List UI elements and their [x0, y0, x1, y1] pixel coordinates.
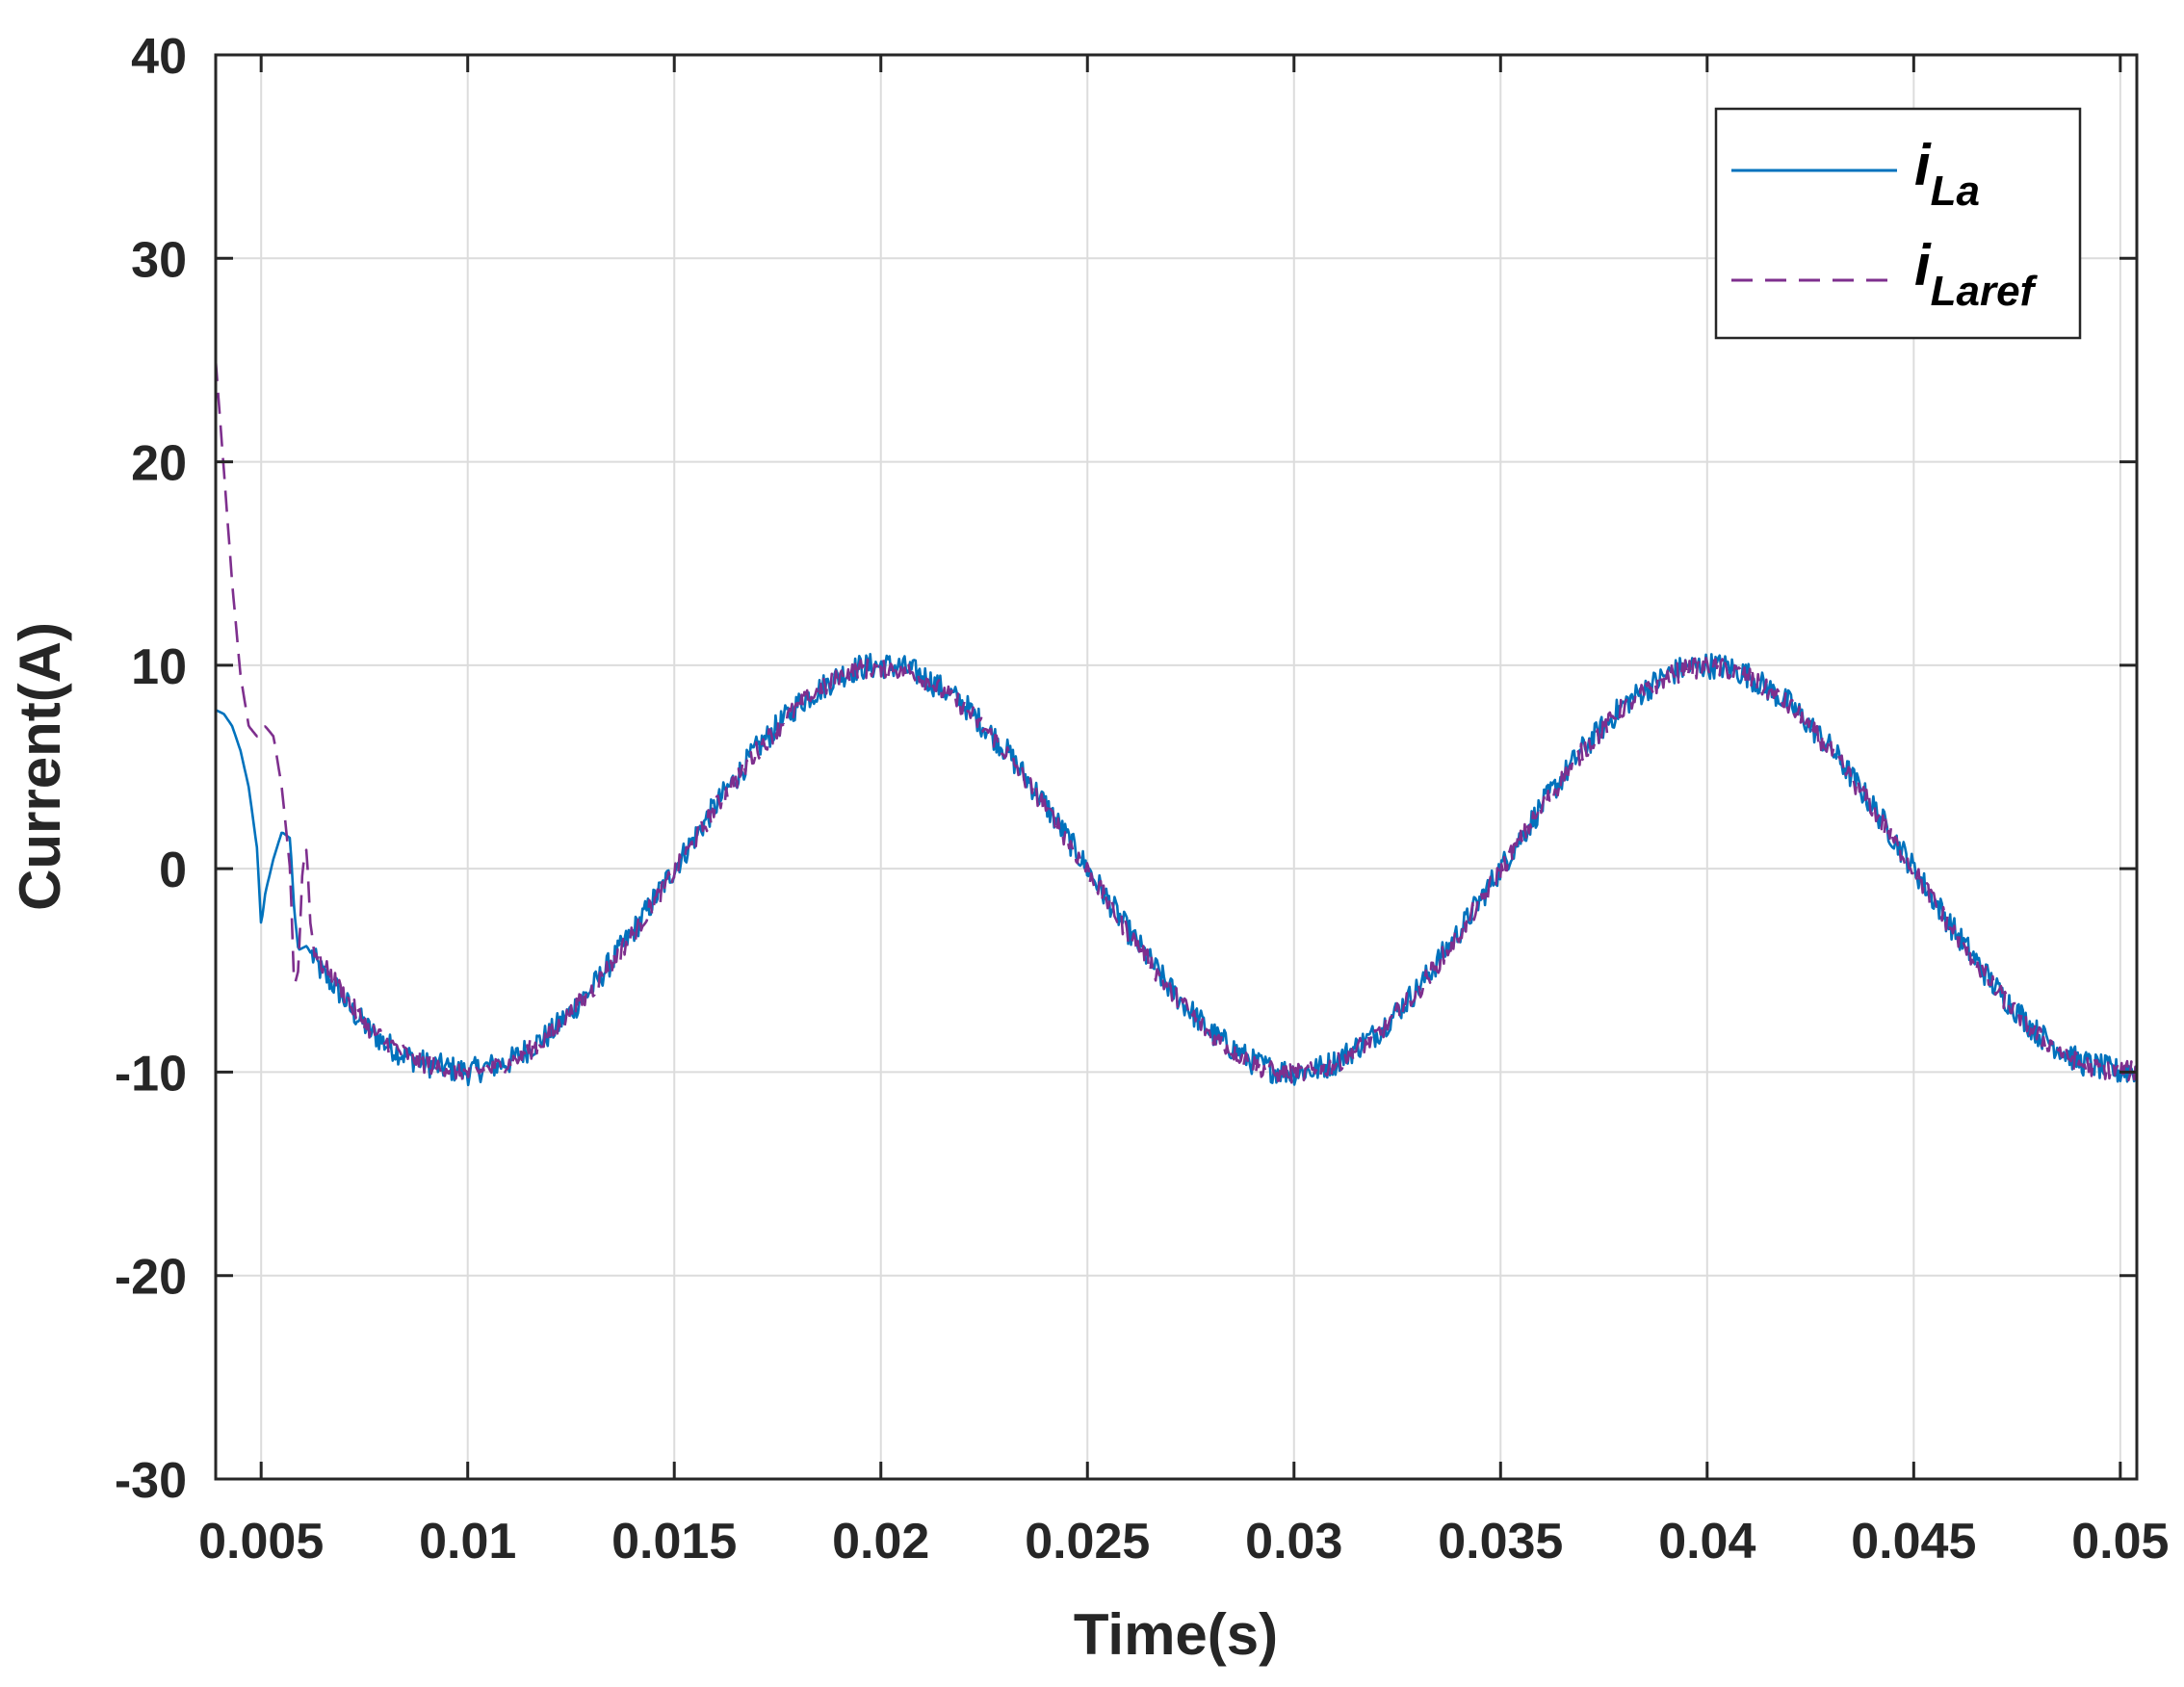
legend-label-ila: iLa [1914, 133, 1980, 215]
y-tick-label: -20 [115, 1250, 187, 1306]
legend-box [1714, 107, 2082, 340]
legend-label-ilaref: iLaref [1914, 233, 2039, 315]
y-tick-label: 0 [159, 843, 187, 898]
legend-label-ilaref-main: i [1914, 233, 1932, 298]
y-tick-label: -30 [115, 1453, 187, 1509]
x-tick-label: 0.03 [1245, 1514, 1342, 1570]
x-axis-label: Time(s) [1074, 1602, 1278, 1667]
x-tick-label: 0.005 [198, 1514, 324, 1570]
y-tick-label: 10 [131, 639, 187, 695]
plot-frame [214, 53, 2139, 1481]
legend-label-ila-sub: La [1931, 168, 1980, 215]
y-tick-label: -10 [115, 1046, 187, 1102]
ticks [216, 53, 2137, 1481]
x-tick-label: 0.04 [1658, 1514, 1755, 1570]
y-tick-label: 20 [131, 436, 187, 492]
y-tick-label: 40 [131, 29, 187, 85]
y-tick-label: 30 [131, 232, 187, 288]
legend-label-ila-main: i [1914, 133, 1932, 197]
series-layer [214, 359, 2139, 1087]
x-tick-label: 0.025 [1025, 1514, 1150, 1570]
x-tick-label: 0.045 [1851, 1514, 1976, 1570]
x-tick-label: 0.05 [2071, 1514, 2169, 1570]
x-tick-label: 0.01 [419, 1514, 516, 1570]
tick-labels: 0.005 0.01 0.015 0.02 0.025 0.03 0.035 0.04 0.04… [115, 29, 2170, 1570]
y-axis-label: Current(A) [8, 622, 72, 911]
legend: iLa iLaref [1714, 107, 2082, 340]
x-tick-label: 0.035 [1438, 1514, 1563, 1570]
x-tick-label: 0.015 [611, 1514, 737, 1570]
legend-label-ilaref-sub: Laref [1931, 268, 2039, 315]
series-line-ilaref [214, 359, 2139, 1085]
x-tick-label: 0.02 [832, 1514, 929, 1570]
